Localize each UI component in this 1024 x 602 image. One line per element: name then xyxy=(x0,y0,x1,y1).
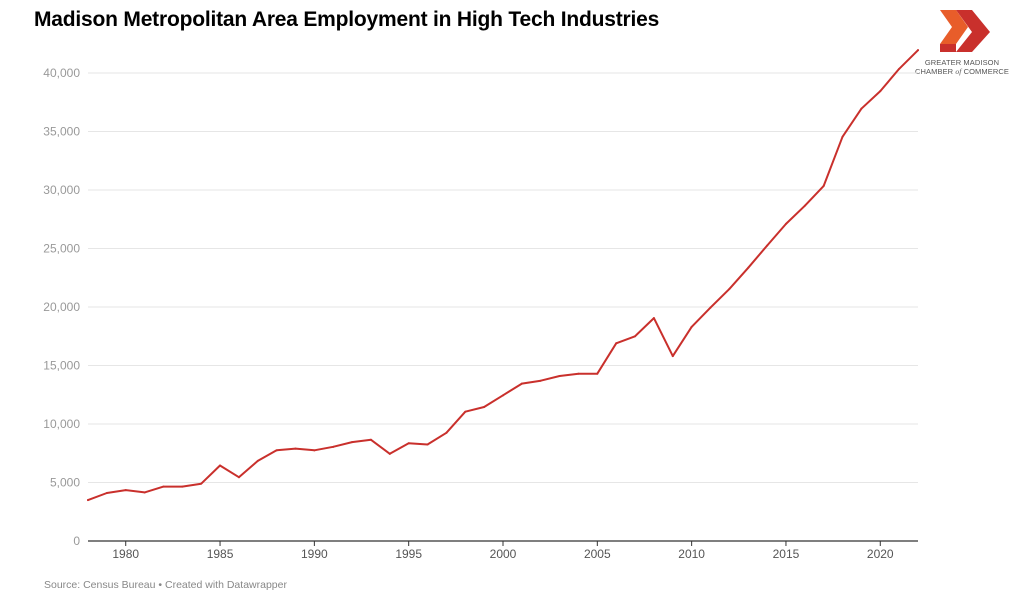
data-point xyxy=(426,443,429,446)
data-point xyxy=(520,382,523,385)
data-point xyxy=(105,492,108,495)
data-point xyxy=(766,244,769,247)
data-point xyxy=(860,107,863,110)
data-point xyxy=(162,485,165,488)
data-point xyxy=(351,441,354,444)
data-point xyxy=(917,49,919,52)
y-tick-label: 25,000 xyxy=(43,242,80,256)
gridlines xyxy=(88,72,918,483)
data-point xyxy=(87,499,89,502)
y-tick-label: 35,000 xyxy=(43,125,80,139)
data-point xyxy=(539,379,542,382)
data-point xyxy=(407,442,410,445)
data-point xyxy=(313,449,316,452)
data-point xyxy=(803,204,806,207)
x-tick-label: 1990 xyxy=(301,547,328,561)
data-point xyxy=(879,90,882,93)
data-point xyxy=(558,375,561,378)
data-point xyxy=(237,476,240,479)
data-point xyxy=(671,355,674,358)
data-point xyxy=(841,135,844,138)
data-point xyxy=(124,489,127,492)
y-tick-label: 30,000 xyxy=(43,183,80,197)
chart-title: Madison Metropolitan Area Employment in … xyxy=(34,8,660,31)
x-tick-label: 1980 xyxy=(112,547,139,561)
x-tick-label: 2000 xyxy=(490,547,517,561)
x-tick-label: 2015 xyxy=(773,547,800,561)
y-tick-label: 20,000 xyxy=(43,300,80,314)
y-tick-label: 5,000 xyxy=(50,476,80,490)
series-layer xyxy=(87,49,919,502)
data-point xyxy=(143,491,146,494)
data-point xyxy=(294,447,297,450)
data-point xyxy=(709,306,712,309)
data-point xyxy=(275,449,278,452)
x-tick-label: 2005 xyxy=(584,547,611,561)
chamber-logo: GREATER MADISON CHAMBER of COMMERCE xyxy=(910,8,1014,80)
x-axis-ticks: 1980 1985 1990 1995 2000 2005 2010 2015 2020 xyxy=(88,540,918,561)
data-point xyxy=(388,452,391,455)
data-point xyxy=(502,394,504,397)
data-point xyxy=(822,184,825,187)
chamber-arrows-icon xyxy=(940,10,990,52)
data-point xyxy=(256,459,259,462)
x-tick-label: 1995 xyxy=(395,547,422,561)
data-point xyxy=(747,266,750,269)
x-tick-label: 2020 xyxy=(867,547,894,561)
y-axis-ticks: 0 5,000 10,000 15,000 20,000 25,000 30,000 35,0… xyxy=(43,66,80,548)
logo-text-line2: CHAMBER of COMMERCE xyxy=(914,67,1009,76)
data-point xyxy=(728,287,731,290)
data-point xyxy=(898,67,901,70)
data-point xyxy=(464,410,467,413)
y-tick-label: 40,000 xyxy=(43,66,80,80)
source-note: Source: Census Bureau • Created with Dat… xyxy=(44,579,287,591)
logo-text-line1: GREATER MADISON xyxy=(924,58,1000,67)
x-tick-label: 2010 xyxy=(678,547,705,561)
data-point xyxy=(483,406,486,409)
y-tick-label: 10,000 xyxy=(43,417,80,431)
data-point xyxy=(577,372,580,375)
data-point xyxy=(369,438,372,441)
data-point xyxy=(652,317,655,320)
x-tick-label: 1985 xyxy=(207,547,234,561)
data-point xyxy=(784,222,787,225)
y-tick-label: 0 xyxy=(73,534,80,548)
data-point xyxy=(200,482,203,485)
series-line xyxy=(87,49,919,502)
data-point xyxy=(615,342,618,345)
y-tick-label: 15,000 xyxy=(43,359,80,373)
data-point xyxy=(596,372,599,375)
data-point xyxy=(332,445,335,448)
data-point xyxy=(219,464,222,467)
data-point xyxy=(445,431,448,434)
data-point xyxy=(181,485,184,488)
data-point xyxy=(634,335,637,338)
data-point xyxy=(690,325,693,328)
